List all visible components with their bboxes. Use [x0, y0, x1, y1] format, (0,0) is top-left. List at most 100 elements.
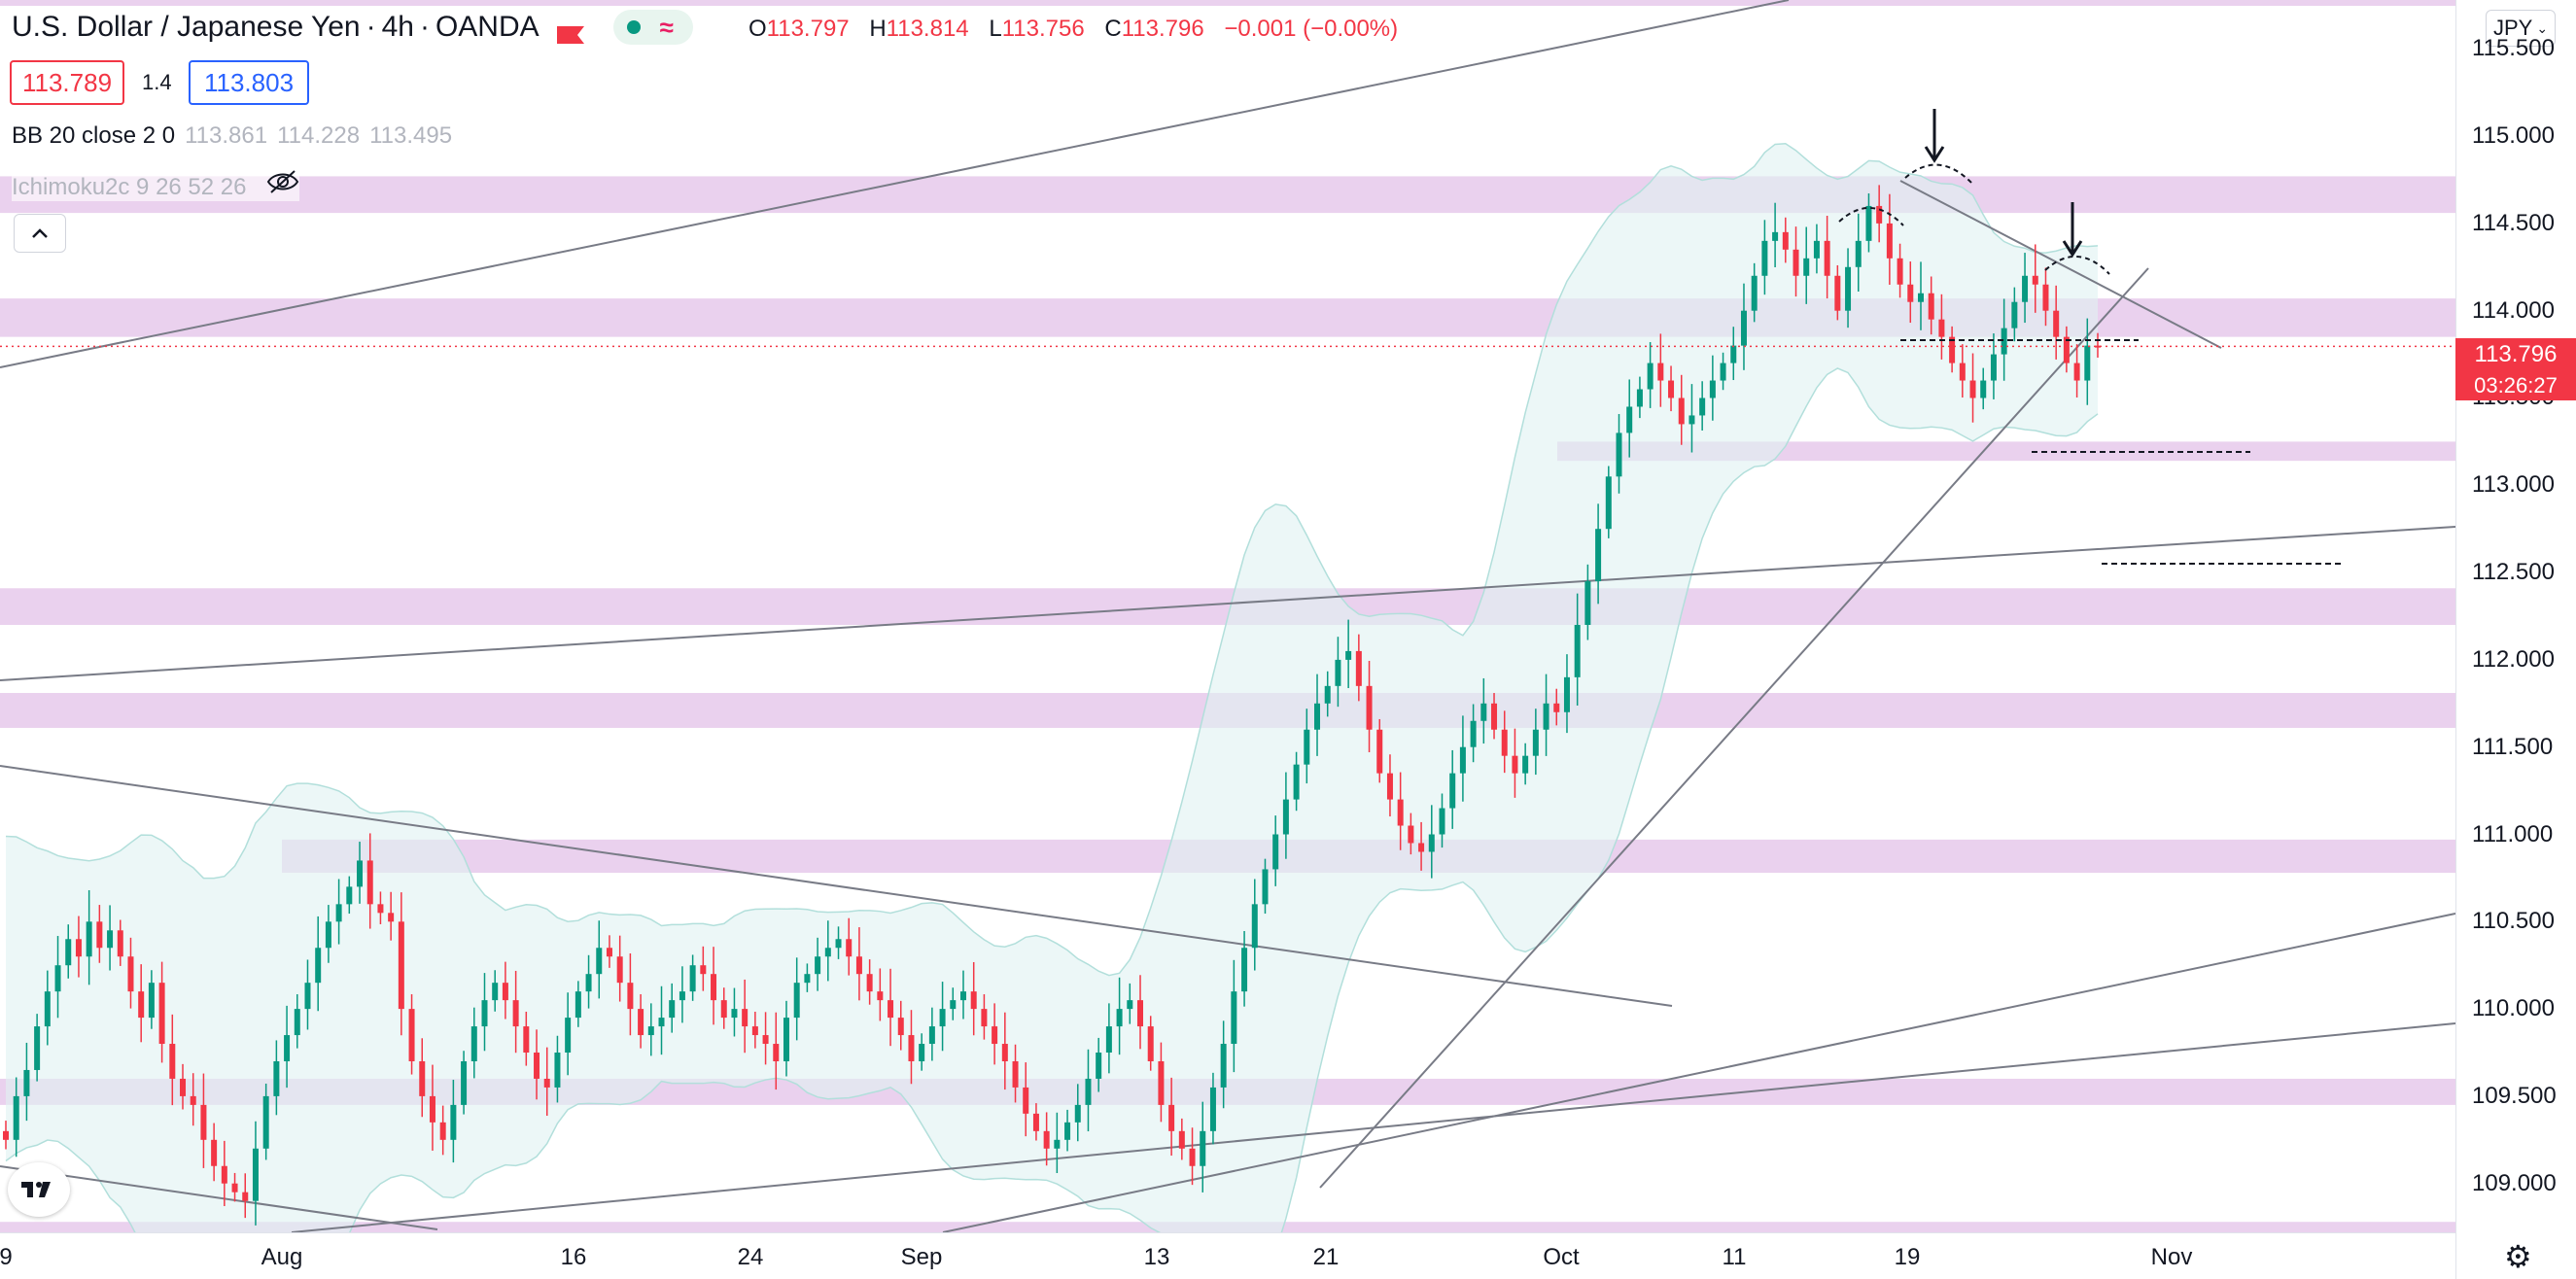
candle-body	[221, 1165, 227, 1184]
collapse-legend-button[interactable]	[14, 214, 66, 253]
low-value: 113.756	[1001, 16, 1085, 42]
chart-title[interactable]: U.S. Dollar / Japanese Yen · 4h · OANDA …	[12, 10, 699, 45]
candle-body	[366, 860, 373, 905]
candle-body	[23, 1069, 30, 1096]
candle-body	[1969, 380, 1976, 398]
trend-lines	[0, 0, 2455, 1232]
candle-body	[502, 983, 508, 1001]
candle-body	[304, 983, 311, 1010]
price-tick-label: 114.000	[2472, 296, 2555, 324]
candle-body	[762, 1035, 769, 1045]
candle-body	[200, 1104, 207, 1140]
candle-body	[1699, 398, 1706, 416]
market-status-pill[interactable]: ≈	[612, 10, 693, 45]
candle-body	[1137, 1000, 1144, 1027]
candle-body	[34, 1026, 41, 1070]
candle-body	[1803, 258, 1810, 276]
last-price-tag: 113.796	[2455, 338, 2576, 371]
candle-body	[1023, 1087, 1029, 1114]
candle-body	[647, 1026, 654, 1036]
price-tick-label: 112.500	[2472, 559, 2555, 586]
candle-body	[1668, 380, 1675, 398]
candle-body	[1907, 284, 1914, 302]
time-tick-label: 19	[1894, 1244, 1921, 1270]
market-open-dot-icon	[626, 20, 641, 34]
candle-body	[481, 1000, 488, 1027]
gear-icon[interactable]: ⚙	[2504, 1239, 2532, 1274]
arrow-down-icon	[1924, 146, 1945, 163]
candle-body	[981, 1009, 988, 1027]
candle-body	[1314, 703, 1321, 730]
arrow-down-icon	[2062, 240, 2083, 258]
candle-body	[959, 991, 966, 1001]
tradingview-logo[interactable]	[8, 1162, 70, 1217]
candle-body	[523, 1026, 530, 1054]
candle-body	[388, 913, 395, 922]
candle-body	[939, 1009, 946, 1027]
candle-body	[793, 983, 800, 1019]
candle-body	[107, 930, 114, 949]
candle-body	[3, 1130, 9, 1140]
currency-dropdown[interactable]: JPY ⌄	[2486, 10, 2556, 47]
candle-body	[1636, 389, 1643, 407]
price-tick-label: 110.000	[2472, 995, 2555, 1022]
symbol-name[interactable]: U.S. Dollar / Japanese Yen	[12, 11, 361, 43]
candle-body	[1491, 703, 1498, 730]
candle-body	[1980, 380, 1987, 398]
candle-body	[1616, 432, 1622, 477]
candle-body	[1116, 1009, 1123, 1027]
candle-body	[638, 1009, 644, 1036]
price-tick-label: 109.500	[2472, 1082, 2557, 1109]
candle-body	[1231, 991, 1237, 1045]
buy-price-button[interactable]: 113.803	[189, 60, 309, 105]
candle-body	[1220, 1044, 1227, 1088]
eye-off-icon[interactable]	[266, 170, 299, 200]
price-chart[interactable]	[0, 0, 2455, 1232]
candle-body	[2063, 336, 2070, 363]
candle-body	[211, 1139, 218, 1166]
price-tick-label: 109.000	[2472, 1169, 2557, 1196]
bar-countdown: 03:26:27	[2455, 371, 2576, 400]
candle-body	[1408, 825, 1414, 844]
candle-body	[720, 1000, 727, 1019]
candle-body	[1512, 755, 1518, 774]
interval-label[interactable]: 4h	[381, 11, 414, 43]
candle-body	[1522, 755, 1529, 774]
candle-body	[2095, 345, 2101, 348]
ichimoku-label: Ichimoku2c 9 26 52 26	[12, 174, 247, 200]
time-tick-label: Oct	[1543, 1244, 1580, 1270]
band-lower-line	[5, 367, 2099, 1232]
candle-body	[2022, 275, 2029, 302]
candle-body	[815, 956, 821, 975]
price-axis[interactable]	[2455, 0, 2576, 1279]
candle-body	[835, 939, 842, 949]
time-tick-label: Sep	[900, 1244, 943, 1270]
price-tick-label: 111.500	[2472, 733, 2554, 760]
candle-body	[700, 965, 707, 975]
candle-body	[1366, 685, 1373, 730]
ichimoku-indicator-legend[interactable]: Ichimoku2c 9 26 52 26	[12, 169, 300, 201]
candle-body	[846, 939, 853, 957]
candle-body	[669, 1000, 676, 1019]
candle-body	[1200, 1130, 1206, 1166]
candle-body	[1480, 703, 1487, 721]
candle-body	[1355, 650, 1362, 686]
candle-body	[1678, 398, 1685, 425]
candle-body	[970, 991, 977, 1010]
candle-body	[1241, 948, 1248, 992]
sell-price-button[interactable]: 113.789	[10, 60, 124, 105]
candle-body	[1470, 720, 1477, 747]
candle-body	[1543, 703, 1549, 730]
candle-body	[1824, 240, 1830, 276]
candle-body	[169, 1044, 176, 1079]
band-fill	[6, 143, 2098, 1232]
candle-body	[325, 921, 331, 949]
candle-body	[534, 1053, 540, 1079]
separator-dot: ·	[419, 11, 430, 43]
price-tick-label: 111.000	[2472, 820, 2554, 847]
candle-body	[1584, 581, 1591, 625]
candle-body	[1897, 258, 1903, 285]
candle-body	[1574, 624, 1581, 677]
bb-indicator-legend[interactable]: BB 20 close 2 0 113.861 114.228 113.495	[12, 122, 452, 150]
flag-icon[interactable]	[556, 18, 584, 44]
